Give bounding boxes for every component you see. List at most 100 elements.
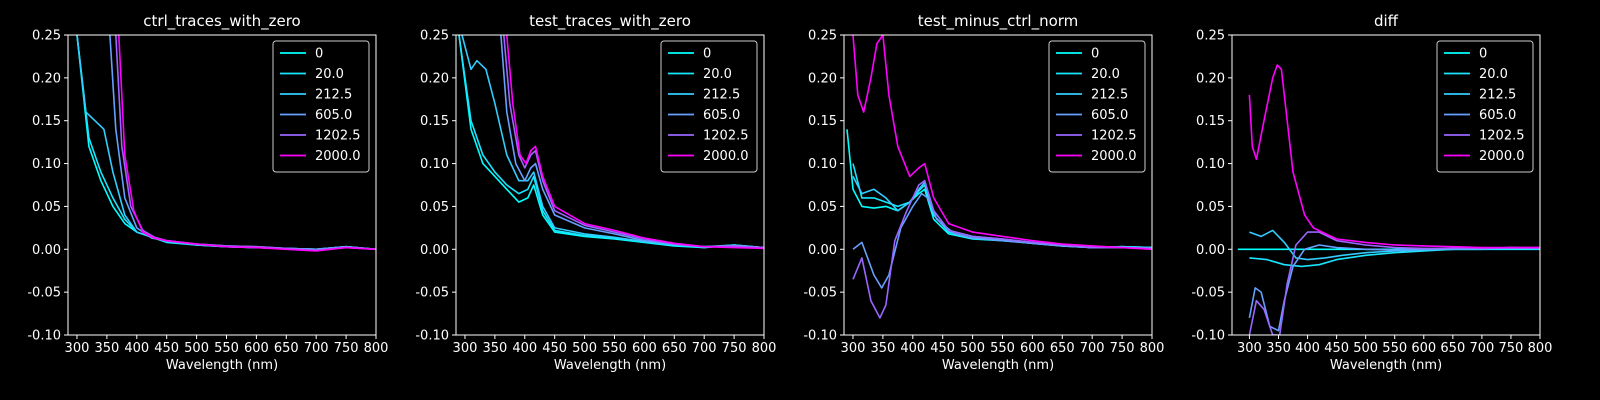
y-tick-label: -0.05 [27, 286, 61, 301]
x-tick-label: 700 [1080, 341, 1105, 356]
x-tick-label: 500 [1353, 341, 1378, 356]
x-tick-label: 500 [572, 341, 597, 356]
series-line-20.0 [1249, 246, 1540, 268]
x-tick-label: 300 [841, 341, 866, 356]
x-axis-label: Wavelength (nm) [1330, 358, 1442, 373]
chart-panel-4: 300 350 400 450 500 550 600 650 700 750 800 -0.10 -0… [1191, 12, 1552, 373]
x-tick-label: 350 [870, 341, 895, 356]
y-tick-label: -0.10 [803, 329, 837, 344]
legend-entry: 1202.5 [703, 129, 749, 144]
x-tick-label: 450 [154, 341, 179, 356]
chart-panel-2: 300 350 400 450 500 550 600 650 700 750 800 -0.10 -0… [415, 12, 776, 373]
chart-panel-3: 300 350 400 450 500 550 600 650 700 750 800 -0.10 -0… [803, 12, 1164, 373]
y-tick-label: 0.10 [32, 157, 61, 172]
legend-entry: 212.5 [1091, 88, 1128, 103]
x-tick-label: 500 [960, 341, 985, 356]
y-tick-label: 0.20 [1196, 71, 1225, 86]
y-tick-label: 0.20 [808, 71, 837, 86]
y-tick-label: -0.05 [415, 286, 449, 301]
x-tick-label: 550 [990, 341, 1015, 356]
y-tick-label: 0.00 [420, 243, 449, 258]
y-tick-label: 0.15 [808, 114, 837, 129]
x-tick-label: 600 [1411, 341, 1436, 356]
series-line-605.0 [852, 192, 1152, 289]
series-line-2000.0 [852, 35, 1152, 251]
x-tick-label: 450 [542, 341, 567, 356]
x-tick-label: 700 [692, 341, 717, 356]
series-line-1202.5 [1248, 231, 1540, 335]
legend: 0 20.0 212.5 605.0 1202.5 2000.0 [1436, 40, 1534, 173]
series-line-1202.5 [852, 179, 1152, 319]
x-tick-label: 550 [602, 341, 627, 356]
x-tick-label: 550 [1382, 341, 1407, 356]
series-line-2000.0 [506, 35, 764, 250]
y-tick-label: 0.05 [32, 200, 61, 215]
x-tick-label: 600 [632, 341, 657, 356]
x-tick-label: 400 [512, 341, 537, 356]
y-tick-label: 0.05 [808, 200, 837, 215]
x-tick-label: 650 [1440, 341, 1465, 356]
series-line-2000.0 [1248, 64, 1540, 249]
x-tick-label: 400 [124, 341, 149, 356]
x-tick-label: 650 [662, 341, 687, 356]
chart-title: test_minus_ctrl_norm [918, 12, 1079, 31]
legend-entry: 605.0 [315, 108, 352, 123]
y-tick-label: 0.25 [420, 29, 449, 44]
legend-entry: 20.0 [703, 67, 732, 82]
plot-frame [455, 34, 765, 336]
y-tick-label: 0.05 [420, 200, 449, 215]
legend: 0 20.0 212.5 605.0 1202.5 2000.0 [660, 40, 758, 173]
x-tick-label: 700 [304, 341, 329, 356]
legend-entry: 212.5 [703, 88, 740, 103]
chart-panel-1: 300 350 400 450 500 550 600 650 700 750 800 -0.10 -0… [27, 12, 388, 373]
x-axis-label: Wavelength (nm) [166, 358, 278, 373]
series-group [846, 35, 1152, 319]
y-tick-label: 0.25 [1196, 29, 1225, 44]
x-tick-label: 800 [752, 341, 777, 356]
legend-entry: 212.5 [1479, 88, 1516, 103]
plot-frame [843, 34, 1153, 336]
x-tick-label: 300 [65, 341, 90, 356]
legend-entry: 0 [703, 47, 711, 62]
series-group [458, 35, 764, 250]
legend-entry: 20.0 [1479, 67, 1508, 82]
x-tick-label: 800 [364, 341, 389, 356]
legend-entry: 1202.5 [315, 129, 361, 144]
x-tick-label: 350 [94, 341, 119, 356]
legend-entry: 20.0 [315, 67, 344, 82]
y-tick-label: 0.15 [1196, 114, 1225, 129]
chart-title: test_traces_with_zero [529, 12, 691, 31]
x-tick-label: 300 [1237, 341, 1262, 356]
x-tick-label: 600 [244, 341, 269, 356]
y-tick-label: 0.00 [32, 243, 61, 258]
x-tick-label: 800 [1140, 341, 1165, 356]
x-tick-label: 450 [930, 341, 955, 356]
x-tick-label: 300 [453, 341, 478, 356]
legend-entry: 2000.0 [315, 149, 361, 164]
y-tick-label: -0.05 [803, 286, 837, 301]
legend-entry: 212.5 [315, 88, 352, 103]
chart-title: diff [1374, 12, 1399, 30]
y-tick-label: 0.15 [32, 114, 61, 129]
y-tick-label: 0.25 [808, 29, 837, 44]
x-tick-label: 500 [184, 341, 209, 356]
legend-entry: 0 [1479, 47, 1487, 62]
y-tick-label: -0.10 [1191, 329, 1225, 344]
legend-entry: 2000.0 [1479, 149, 1525, 164]
x-tick-label: 400 [900, 341, 925, 356]
x-tick-label: 450 [1324, 341, 1349, 356]
x-tick-label: 750 [722, 341, 747, 356]
y-tick-label: -0.05 [1191, 286, 1225, 301]
y-tick-label: 0.20 [420, 71, 449, 86]
y-tick-label: 0.10 [808, 157, 837, 172]
series-group [1237, 64, 1540, 335]
x-tick-label: 750 [1499, 341, 1524, 356]
x-tick-label: 650 [1050, 341, 1075, 356]
x-tick-label: 750 [1110, 341, 1135, 356]
y-tick-label: 0.05 [1196, 200, 1225, 215]
legend: 0 20.0 212.5 605.0 1202.5 2000.0 [272, 40, 370, 173]
legend-entry: 605.0 [1479, 108, 1516, 123]
legend-entry: 0 [1091, 47, 1099, 62]
chart-title: ctrl_traces_with_zero [143, 12, 300, 31]
